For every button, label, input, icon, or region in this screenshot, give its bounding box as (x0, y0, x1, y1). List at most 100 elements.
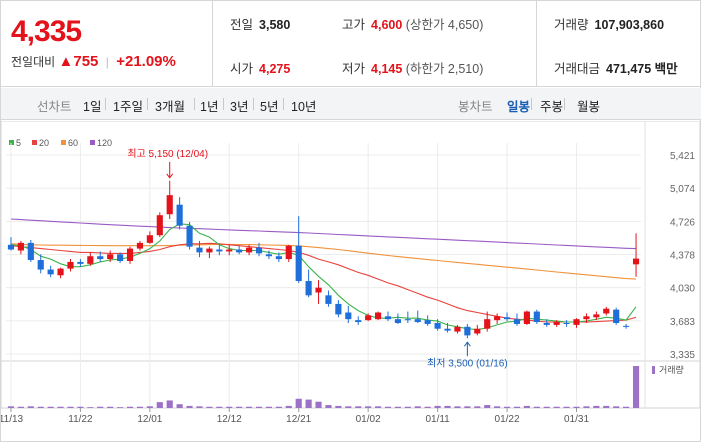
candle-body (156, 215, 163, 236)
candle-body (77, 261, 84, 264)
candle-body (265, 254, 273, 257)
period-1y[interactable]: 1년 (200, 100, 219, 114)
volume-bar (345, 406, 352, 408)
volume-bar (315, 401, 322, 408)
candle-body (414, 319, 421, 323)
candle-body (474, 328, 481, 334)
candle-body (464, 326, 471, 336)
y-tick-label: 4,378 (670, 251, 695, 262)
candle-body (27, 242, 34, 261)
candle-body (603, 308, 610, 314)
candle-body (355, 320, 362, 323)
candle (37, 254, 44, 274)
period-5y[interactable]: 5년 (260, 100, 279, 114)
x-tick-label: 01/02 (356, 414, 381, 425)
candle (285, 244, 292, 262)
volume-bar (454, 406, 461, 408)
x-tick-label: 01/22 (495, 414, 520, 425)
x-tick-label: 11/13 (1, 414, 24, 425)
period-10y[interactable]: 10년 (291, 100, 317, 114)
candle-monthly[interactable]: 월봉 (577, 100, 601, 114)
candle-body (246, 247, 253, 253)
period-3m[interactable]: 3개월 (155, 100, 185, 114)
volume-bar (563, 406, 570, 408)
candle (7, 237, 15, 251)
volume-bar (156, 402, 163, 408)
quote-header: 4,335 전일대비 ▲755 | +21.09% 전일 3,580 시가 4,27… (1, 1, 701, 87)
candle-body (394, 319, 401, 323)
divider: | (105, 55, 109, 69)
candle (305, 269, 312, 298)
candle (57, 267, 64, 279)
candle (355, 316, 362, 325)
candle-body (593, 314, 600, 318)
volume-bar (87, 407, 94, 408)
candle (117, 252, 124, 263)
candle-body (523, 311, 530, 324)
candle (226, 244, 233, 256)
period-1w[interactable]: 1주일 (113, 100, 143, 114)
candle (107, 250, 114, 262)
candle (533, 309, 540, 324)
candle (464, 323, 471, 339)
candle-body (404, 319, 411, 321)
volume-bar (593, 405, 600, 408)
candle-body (57, 268, 64, 276)
candle-body (543, 322, 550, 325)
candle (335, 300, 342, 318)
candle-daily[interactable]: 일봉 (507, 100, 531, 114)
volume-bar (484, 405, 491, 408)
volume-bar (503, 406, 511, 408)
volume-bar (513, 406, 521, 408)
volume-bar (434, 405, 441, 408)
period-1d[interactable]: 1일 (83, 100, 102, 114)
volume-bar (632, 366, 640, 408)
candle-body (17, 242, 24, 251)
volume-bar (573, 406, 580, 408)
volume-bar (47, 406, 54, 408)
candle (513, 313, 521, 326)
candle-body (186, 225, 193, 247)
candle (315, 280, 322, 304)
volume-bar (523, 405, 530, 408)
legend-swatch-20 (32, 140, 37, 145)
volume-bar (107, 406, 114, 408)
volume-bar (176, 404, 183, 408)
candle (583, 313, 590, 323)
candle (166, 180, 173, 220)
candle (255, 242, 263, 257)
volume-bar (186, 405, 193, 408)
low-arrow-head (463, 341, 471, 347)
volume-bar (126, 406, 134, 408)
candle (196, 240, 203, 258)
candle (593, 311, 600, 321)
candle (394, 313, 401, 324)
volume-bar (374, 406, 382, 408)
volume-bar (623, 406, 630, 408)
candle-body (67, 261, 74, 269)
volume-bar (97, 406, 104, 408)
ma60-line (10, 243, 637, 280)
x-tick-label: 12/12 (217, 414, 242, 425)
legend-label-120: 120 (97, 138, 112, 148)
candle (474, 324, 481, 336)
high-price: 고가 4,600 (상한가 4,650) (342, 18, 484, 32)
low-annotation: 최저 3,500 (01/16) (427, 357, 508, 369)
candle-body (632, 258, 640, 265)
candle-body (216, 249, 223, 252)
volume-bar (285, 405, 292, 408)
prev-close: 전일 3,580 (230, 18, 291, 32)
candle (613, 307, 620, 325)
candle (87, 252, 94, 266)
period-3y[interactable]: 3년 (230, 100, 249, 114)
volume-bar (57, 406, 64, 408)
candle (176, 197, 183, 230)
candle-body (613, 309, 620, 323)
volume-bar (543, 406, 550, 408)
candle-body (573, 319, 580, 325)
candle-body (47, 269, 54, 275)
candle-body (365, 315, 372, 321)
candle-body (107, 254, 114, 260)
candle-weekly[interactable]: 주봉 (540, 100, 564, 114)
volume-bar (37, 406, 44, 408)
